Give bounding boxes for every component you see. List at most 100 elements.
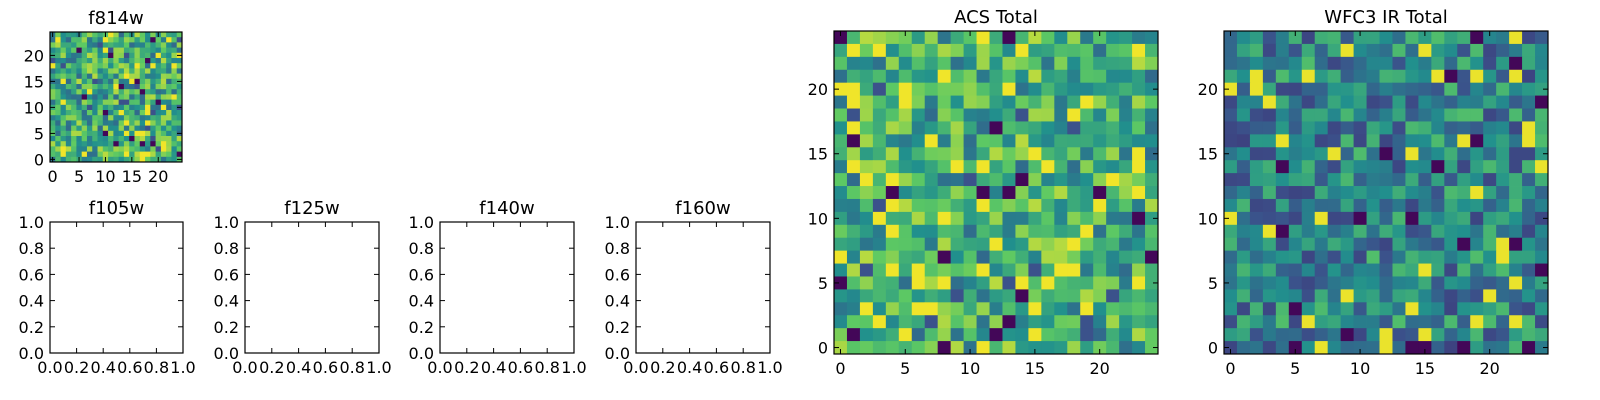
heatmap-cell xyxy=(1444,31,1458,45)
heatmap-cell xyxy=(1041,328,1055,342)
heatmap-cell xyxy=(86,52,93,59)
heatmap-cell xyxy=(1340,43,1354,58)
heatmap-cell xyxy=(155,52,162,59)
heatmap-cell xyxy=(1366,69,1380,84)
heatmap-cell xyxy=(150,84,156,90)
heatmap-cell xyxy=(176,63,183,69)
heatmap-cell xyxy=(1249,134,1264,148)
heatmap-cell xyxy=(1224,263,1238,277)
heatmap-cell xyxy=(118,141,125,147)
heatmap-cell xyxy=(1054,328,1068,342)
heatmap-cell xyxy=(1067,134,1081,148)
heatmap-cell xyxy=(950,56,964,71)
heatmap-cell xyxy=(1483,250,1497,264)
heatmap-cell xyxy=(872,224,887,239)
heatmap-cell xyxy=(92,141,98,147)
heatmap-cell xyxy=(160,115,167,121)
heatmap-cell xyxy=(1067,289,1081,303)
heatmap-cell xyxy=(1301,224,1316,239)
heatmap-cell xyxy=(1535,173,1549,187)
heatmap-cell xyxy=(911,43,926,58)
heatmap-cell xyxy=(1145,237,1159,252)
heatmap-cell xyxy=(859,31,874,45)
heatmap-cell xyxy=(139,94,146,100)
heatmap-cell xyxy=(166,141,172,147)
heatmap-cell xyxy=(1301,211,1316,226)
heatmap-cell xyxy=(937,147,952,161)
heatmap-cell xyxy=(950,134,964,148)
heatmap-cell xyxy=(123,125,130,132)
heatmap-cell xyxy=(1093,341,1107,355)
heatmap-cell xyxy=(1418,276,1432,290)
heatmap-cell xyxy=(963,198,977,213)
heatmap-cell xyxy=(1301,134,1316,148)
heatmap-cell xyxy=(1132,173,1146,187)
heatmap-cell xyxy=(1288,147,1303,161)
heatmap-cell xyxy=(1054,315,1068,329)
y-tick-label: 1.0 xyxy=(409,213,434,232)
heatmap-cell xyxy=(872,198,887,213)
heatmap-cell xyxy=(139,63,146,69)
heatmap-cell xyxy=(160,120,167,126)
heatmap-cell xyxy=(1483,108,1497,122)
chart-title: f125w xyxy=(284,198,339,219)
heatmap-cell xyxy=(1509,224,1523,239)
heatmap-cell xyxy=(176,94,183,100)
y-tick-label: 1.0 xyxy=(605,213,630,232)
heatmap-cell xyxy=(1093,31,1107,45)
heatmap-cell xyxy=(55,63,61,69)
heatmap-cell xyxy=(71,58,77,64)
heatmap-cell xyxy=(1405,211,1419,226)
heatmap-cell xyxy=(1067,341,1081,355)
heatmap-cell xyxy=(1535,95,1549,109)
heatmap-cell xyxy=(1002,237,1016,252)
heatmap-cell xyxy=(1106,82,1120,96)
x-tick-label: 20 xyxy=(148,167,168,186)
heatmap-cell xyxy=(1366,263,1380,277)
heatmap-cell xyxy=(55,94,61,100)
heatmap-cell xyxy=(55,120,61,126)
heatmap-cell xyxy=(81,99,88,106)
heatmap-cell xyxy=(118,115,125,121)
heatmap-cell xyxy=(150,37,156,43)
heatmap-cell xyxy=(1470,237,1484,252)
heatmap-cell xyxy=(1522,43,1536,58)
heatmap-cell xyxy=(1431,341,1445,355)
heatmap-cell xyxy=(1015,186,1029,200)
heatmap-cell xyxy=(118,42,125,48)
chart-title: f160w xyxy=(675,198,730,219)
heatmap-cell xyxy=(102,120,109,126)
heatmap-cell xyxy=(976,328,990,342)
heatmap-cell xyxy=(1379,43,1393,58)
heatmap-cell xyxy=(71,68,77,74)
heatmap-cell xyxy=(1224,186,1238,200)
heatmap-cell xyxy=(1379,95,1393,109)
heatmap-cell xyxy=(963,289,977,303)
heatmap-cell xyxy=(1301,237,1316,252)
heatmap-cell xyxy=(1470,43,1484,58)
heatmap-cell xyxy=(911,315,926,329)
heatmap-cell xyxy=(1340,108,1354,122)
heatmap-cell xyxy=(872,315,887,329)
heatmap-cell xyxy=(139,78,146,85)
heatmap-cell xyxy=(134,52,141,59)
heatmap-cell xyxy=(963,224,977,239)
heatmap-cell xyxy=(76,52,83,59)
heatmap-cell xyxy=(1535,56,1549,71)
heatmap-cell xyxy=(76,151,83,158)
heatmap-cell xyxy=(171,120,178,126)
heatmap-cell xyxy=(145,73,151,80)
heatmap-cell xyxy=(1236,147,1251,161)
heatmap-cell xyxy=(834,289,848,303)
heatmap-cell xyxy=(898,302,913,316)
heatmap-cell xyxy=(1145,198,1159,213)
heatmap-cell xyxy=(1353,82,1367,96)
heatmap-cell xyxy=(166,47,172,54)
heatmap-cell xyxy=(1236,302,1251,316)
heatmap-cell xyxy=(1262,250,1277,264)
heatmap-cell xyxy=(1340,250,1354,264)
y-tick-label: 0.4 xyxy=(409,292,434,311)
heatmap-cell xyxy=(1224,173,1238,187)
heatmap-cell xyxy=(898,147,913,161)
heatmap-cell xyxy=(1418,95,1432,109)
